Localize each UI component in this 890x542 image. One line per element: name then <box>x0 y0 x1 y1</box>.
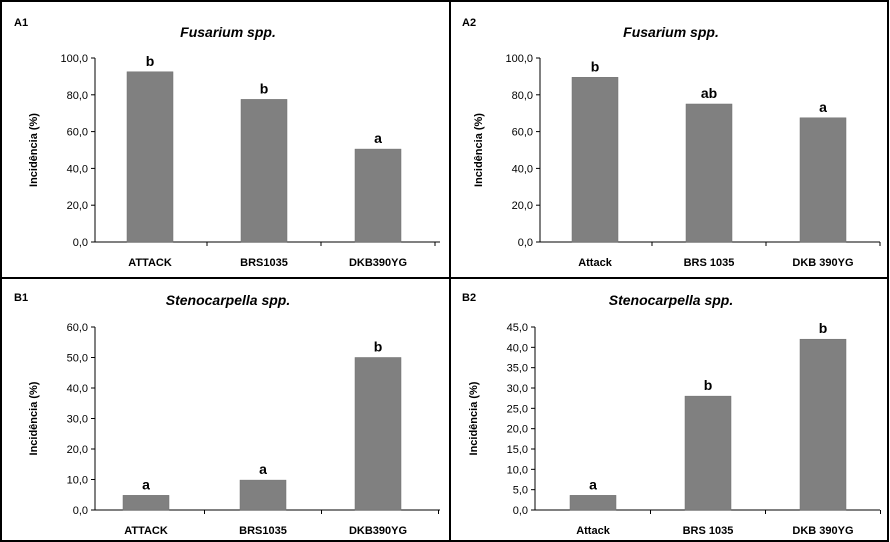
category-label-b2-1: BRS 1035 <box>683 525 734 537</box>
significance-letter-b2-0: a <box>589 476 597 492</box>
y-tick-label-b2: 30,0 <box>507 383 528 395</box>
y-tick-label-b1: 0,0 <box>73 505 88 517</box>
chart-title-a1: Fusarium spp. <box>180 24 276 40</box>
category-label-b1-1: BRS1035 <box>239 525 287 537</box>
y-axis-label-a2: Incidência (%) <box>473 113 485 187</box>
category-label-b2-0: Attack <box>576 525 611 537</box>
y-tick-label-a2: 20,0 <box>512 200 533 212</box>
bar-b2-1 <box>684 395 732 511</box>
chart-panel-b2: B2 Stenocarpella spp. 0,0 5,0 10,0 15,0 20,0 25… <box>462 292 881 537</box>
category-label-b1-0: ATTACK <box>124 525 168 537</box>
y-tick-label-a2: 40,0 <box>512 163 533 175</box>
panel-label-a2: A2 <box>462 17 476 29</box>
bar-b1-0 <box>122 495 170 511</box>
y-tick-label-a1: 40,0 <box>67 163 88 175</box>
panel-label-b2: B2 <box>462 292 476 304</box>
category-label-b2-2: DKB 390YG <box>792 525 853 537</box>
chart-title-b1: Stenocarpella spp. <box>166 292 290 308</box>
chart-title-a2: Fusarium spp. <box>623 24 719 40</box>
y-tick-label-a2: 0,0 <box>518 237 533 249</box>
bar-a1-2 <box>354 148 402 243</box>
category-label-a1-2: DKB390YG <box>349 257 407 269</box>
chart-panel-a1: A1 Fusarium spp. 0,0 20,0 40,0 60,0 80,0 100,0 I… <box>14 17 440 269</box>
bar-b2-2 <box>799 338 847 511</box>
y-tick-label-b2: 15,0 <box>507 444 528 456</box>
category-label-a1-0: ATTACK <box>128 257 172 269</box>
y-tick-label-b2: 0,0 <box>513 505 528 517</box>
significance-letter-a1-0: b <box>146 53 155 69</box>
bar-b2-0 <box>569 495 617 511</box>
y-tick-label-b2: 25,0 <box>507 403 528 415</box>
category-label-a2-0: Attack <box>578 257 613 269</box>
significance-letter-b1-0: a <box>142 476 150 492</box>
significance-letter-a2-0: b <box>591 58 600 74</box>
y-tick-label-a2: 80,0 <box>512 90 533 102</box>
y-tick-label-b2: 35,0 <box>507 363 528 375</box>
y-tick-label-b1: 60,0 <box>67 322 88 334</box>
y-tick-label-b1: 20,0 <box>67 444 88 456</box>
y-axis-label-a1: Incidência (%) <box>28 113 40 187</box>
bar-a1-0 <box>126 71 174 243</box>
y-tick-label-a2: 100,0 <box>505 53 533 65</box>
y-tick-label-b2: 10,0 <box>507 464 528 476</box>
y-tick-label-b1: 30,0 <box>67 414 88 426</box>
significance-letter-a2-2: a <box>819 99 827 115</box>
bar-b1-1 <box>239 479 287 511</box>
y-tick-label-b2: 40,0 <box>507 342 528 354</box>
y-tick-label-a2: 60,0 <box>512 127 533 139</box>
y-axis-label-b2: Incidência (%) <box>468 381 480 455</box>
category-label-a2-2: DKB 390YG <box>792 257 853 269</box>
bar-a2-0 <box>571 77 619 243</box>
chart-panel-b1: B1 Stenocarpella spp. 0,0 10,0 20,0 30,0 40,0 5… <box>14 292 440 537</box>
y-axis-label-b1: Incidência (%) <box>28 381 40 455</box>
y-tick-label-a1: 80,0 <box>67 90 88 102</box>
y-tick-label-a1: 20,0 <box>67 200 88 212</box>
significance-letter-a2-1: ab <box>701 85 717 101</box>
y-tick-label-b1: 50,0 <box>67 353 88 365</box>
significance-letter-b1-1: a <box>259 461 267 477</box>
y-tick-label-a1: 0,0 <box>73 237 88 249</box>
bar-a2-1 <box>685 103 733 243</box>
y-tick-label-b1: 10,0 <box>67 475 88 487</box>
y-tick-label-b2: 20,0 <box>507 424 528 436</box>
y-tick-label-a1: 60,0 <box>67 127 88 139</box>
chart-title-b2: Stenocarpella spp. <box>609 292 733 308</box>
y-tick-label-b2: 5,0 <box>513 485 528 497</box>
significance-letter-b1-2: b <box>374 339 383 355</box>
y-tick-label-b2: 45,0 <box>507 322 528 334</box>
y-tick-label-b1: 40,0 <box>67 383 88 395</box>
bar-a1-1 <box>240 99 288 243</box>
panel-label-a1: A1 <box>14 17 28 29</box>
significance-letter-b2-1: b <box>704 377 713 393</box>
panel-label-b1: B1 <box>14 292 28 304</box>
category-label-a1-1: BRS1035 <box>240 257 288 269</box>
category-label-b1-2: DKB390YG <box>349 525 407 537</box>
y-tick-label-a1: 100,0 <box>60 53 88 65</box>
chart-panel-a2: A2 Fusarium spp. 0,0 20,0 40,0 60,0 80,0 100,0 I… <box>462 17 881 269</box>
bar-a2-2 <box>799 117 847 243</box>
bar-b1-2 <box>354 357 402 511</box>
category-label-a2-1: BRS 1035 <box>684 257 735 269</box>
significance-letter-b2-2: b <box>819 320 828 336</box>
significance-letter-a1-1: b <box>260 80 269 96</box>
significance-letter-a1-2: a <box>374 130 382 146</box>
